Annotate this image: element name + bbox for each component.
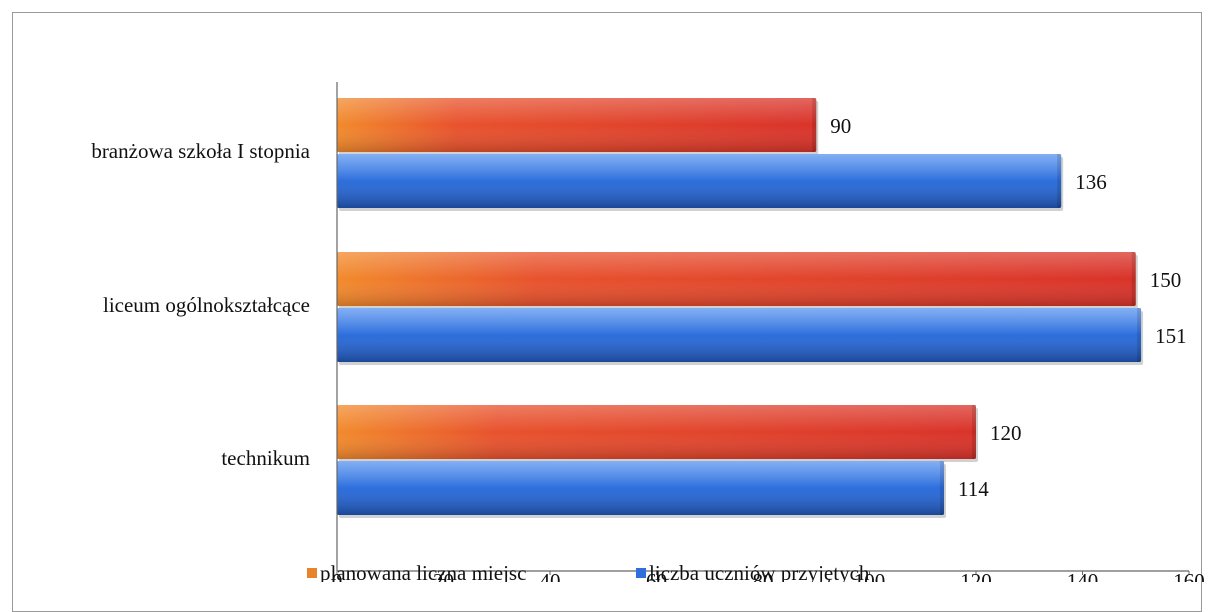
bar-end-edge bbox=[940, 461, 945, 515]
bar-chart: 90 136 branżowa szkoła I stopnia 150 151 lice… bbox=[91, 82, 1205, 582]
bar-highlight bbox=[337, 252, 1136, 306]
x-tick-label: 20 bbox=[433, 569, 454, 582]
x-tick-label: 100 bbox=[854, 569, 886, 582]
x-tick-label: 120 bbox=[960, 569, 992, 582]
legend-swatch bbox=[636, 568, 646, 578]
bar-highlight bbox=[337, 405, 976, 459]
bar-highlight bbox=[337, 308, 1142, 362]
legend-label: planowana liczna miejsc bbox=[320, 561, 526, 582]
x-tick-label: 160 bbox=[1173, 569, 1205, 582]
category-label: technikum bbox=[221, 446, 310, 470]
bar-highlight bbox=[337, 461, 945, 515]
category-label: branżowa szkoła I stopnia bbox=[91, 139, 310, 163]
data-label: 120 bbox=[990, 421, 1022, 445]
bar-end-edge bbox=[972, 405, 976, 459]
bar-end-edge bbox=[1057, 154, 1062, 208]
data-label: 136 bbox=[1075, 170, 1107, 194]
data-label: 150 bbox=[1150, 268, 1182, 292]
bar-highlight bbox=[337, 154, 1062, 208]
bar-end-edge bbox=[1131, 252, 1136, 306]
bar-end-edge bbox=[812, 98, 817, 152]
legend-swatch bbox=[307, 568, 317, 578]
bar-end-edge bbox=[1137, 308, 1142, 362]
legend-label: liczba uczniów przyjętych bbox=[649, 561, 870, 582]
x-tick-label: 0 bbox=[332, 569, 343, 582]
x-tick-label: 40 bbox=[540, 569, 561, 582]
x-tick-label: 140 bbox=[1067, 569, 1099, 582]
data-label: 90 bbox=[830, 114, 851, 138]
category-label: liceum ogólnokształcące bbox=[103, 293, 310, 317]
x-tick-label: 60 bbox=[646, 569, 667, 582]
x-tick-label: 80 bbox=[753, 569, 774, 582]
data-label: 151 bbox=[1155, 324, 1187, 348]
bar-highlight bbox=[337, 98, 817, 152]
data-label: 114 bbox=[958, 477, 989, 501]
